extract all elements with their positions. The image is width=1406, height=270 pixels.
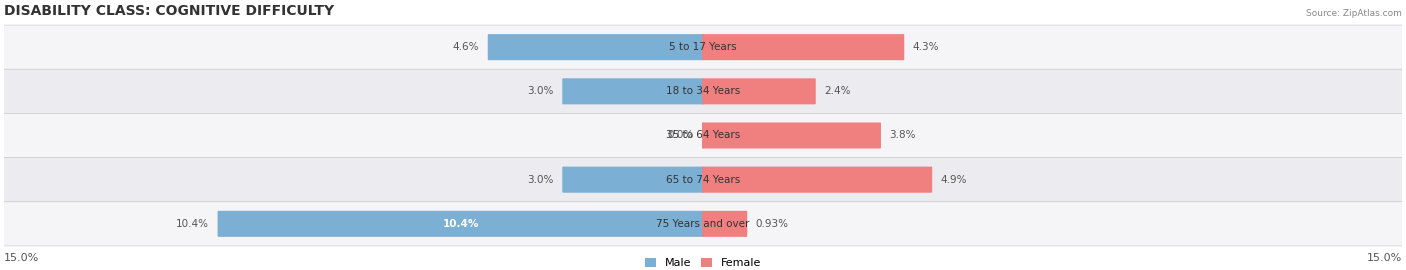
Text: 10.4%: 10.4% bbox=[443, 219, 479, 229]
FancyBboxPatch shape bbox=[702, 167, 932, 193]
Text: 15.0%: 15.0% bbox=[1367, 252, 1402, 262]
FancyBboxPatch shape bbox=[562, 167, 704, 193]
Text: Source: ZipAtlas.com: Source: ZipAtlas.com bbox=[1306, 9, 1402, 18]
FancyBboxPatch shape bbox=[702, 211, 747, 237]
Text: 4.3%: 4.3% bbox=[912, 42, 939, 52]
Text: 65 to 74 Years: 65 to 74 Years bbox=[666, 175, 740, 185]
Text: 35 to 64 Years: 35 to 64 Years bbox=[666, 130, 740, 140]
FancyBboxPatch shape bbox=[702, 78, 815, 104]
FancyBboxPatch shape bbox=[702, 34, 904, 60]
FancyBboxPatch shape bbox=[562, 78, 704, 104]
FancyBboxPatch shape bbox=[1, 202, 1405, 246]
FancyBboxPatch shape bbox=[1, 158, 1405, 202]
Text: 10.4%: 10.4% bbox=[176, 219, 209, 229]
Text: 18 to 34 Years: 18 to 34 Years bbox=[666, 86, 740, 96]
Text: 0.0%: 0.0% bbox=[668, 130, 693, 140]
FancyBboxPatch shape bbox=[1, 69, 1405, 113]
Text: 0.93%: 0.93% bbox=[755, 219, 789, 229]
FancyBboxPatch shape bbox=[1, 25, 1405, 69]
Text: 2.4%: 2.4% bbox=[824, 86, 851, 96]
Text: 3.8%: 3.8% bbox=[890, 130, 915, 140]
Text: 3.0%: 3.0% bbox=[527, 175, 554, 185]
Text: 5 to 17 Years: 5 to 17 Years bbox=[669, 42, 737, 52]
FancyBboxPatch shape bbox=[218, 211, 704, 237]
Text: 4.6%: 4.6% bbox=[453, 42, 479, 52]
Text: 3.0%: 3.0% bbox=[527, 86, 554, 96]
FancyBboxPatch shape bbox=[488, 34, 704, 60]
FancyBboxPatch shape bbox=[702, 123, 704, 148]
Text: 4.9%: 4.9% bbox=[941, 175, 967, 185]
FancyBboxPatch shape bbox=[702, 123, 882, 148]
Text: 15.0%: 15.0% bbox=[4, 252, 39, 262]
Legend: Male, Female: Male, Female bbox=[645, 258, 761, 268]
Text: DISABILITY CLASS: COGNITIVE DIFFICULTY: DISABILITY CLASS: COGNITIVE DIFFICULTY bbox=[4, 4, 335, 18]
Text: 75 Years and over: 75 Years and over bbox=[657, 219, 749, 229]
FancyBboxPatch shape bbox=[1, 113, 1405, 158]
